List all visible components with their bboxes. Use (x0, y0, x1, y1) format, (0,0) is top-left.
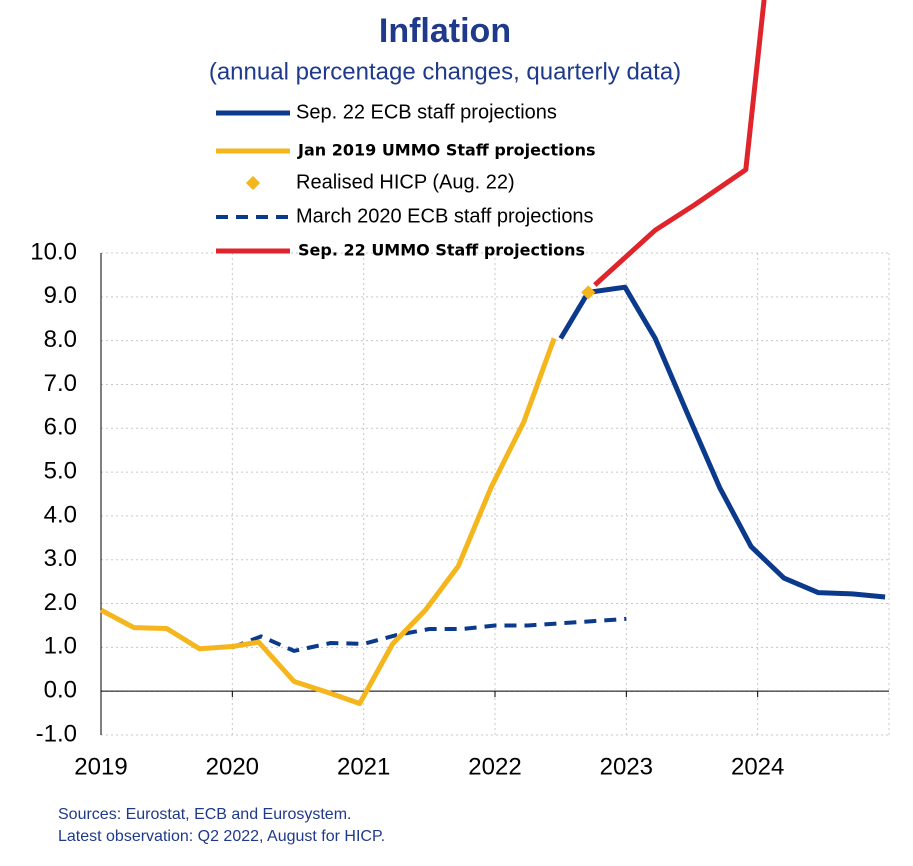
x-tick-label: 2020 (206, 753, 259, 780)
y-tick-label: 8.0 (44, 326, 77, 353)
x-tick-label: 2024 (731, 753, 784, 780)
data-line (99, 337, 557, 706)
data-marker (581, 285, 596, 300)
y-tick-label: 3.0 (44, 545, 77, 572)
source-note: Latest observation: Q2 2022, August for … (58, 828, 385, 845)
source-note: Sources: Eurostat, ECB and Eurosystem. (58, 806, 351, 823)
x-tick-label: 2023 (600, 753, 653, 780)
legend-label: Sep. 22 ECB staff projections (296, 101, 557, 123)
x-tick-label: 2022 (468, 753, 521, 780)
y-tick-label: 9.0 (44, 282, 77, 309)
y-tick-label: 1.0 (44, 633, 77, 660)
y-tick-label: 5.0 (44, 457, 77, 484)
legend-label: March 2020 ECB staff projections (296, 205, 594, 227)
x-tick-label: 2021 (337, 753, 390, 780)
data-line (593, 0, 767, 287)
legend-label: Realised HICP (Aug. 22) (296, 171, 515, 193)
chart-subtitle: (annual percentage changes, quarterly da… (209, 58, 681, 85)
y-tick-label: 10.0 (30, 238, 77, 265)
y-tick-label: 2.0 (44, 589, 77, 616)
data-line (231, 616, 627, 653)
y-tick-label: 0.0 (44, 677, 77, 704)
y-tick-label: -1.0 (36, 720, 77, 747)
legend-label: Jan 2019 UMMO Staff projections (297, 141, 596, 160)
y-tick-label: 4.0 (44, 501, 77, 528)
y-tick-label: 7.0 (44, 370, 77, 397)
legend-label: Sep. 22 UMMO Staff projections (298, 241, 585, 260)
chart-title: Inflation (379, 12, 511, 50)
y-tick-label: 6.0 (44, 414, 77, 441)
x-tick-label: 2019 (74, 753, 127, 780)
data-line (558, 284, 886, 600)
legend-marker (245, 175, 261, 191)
